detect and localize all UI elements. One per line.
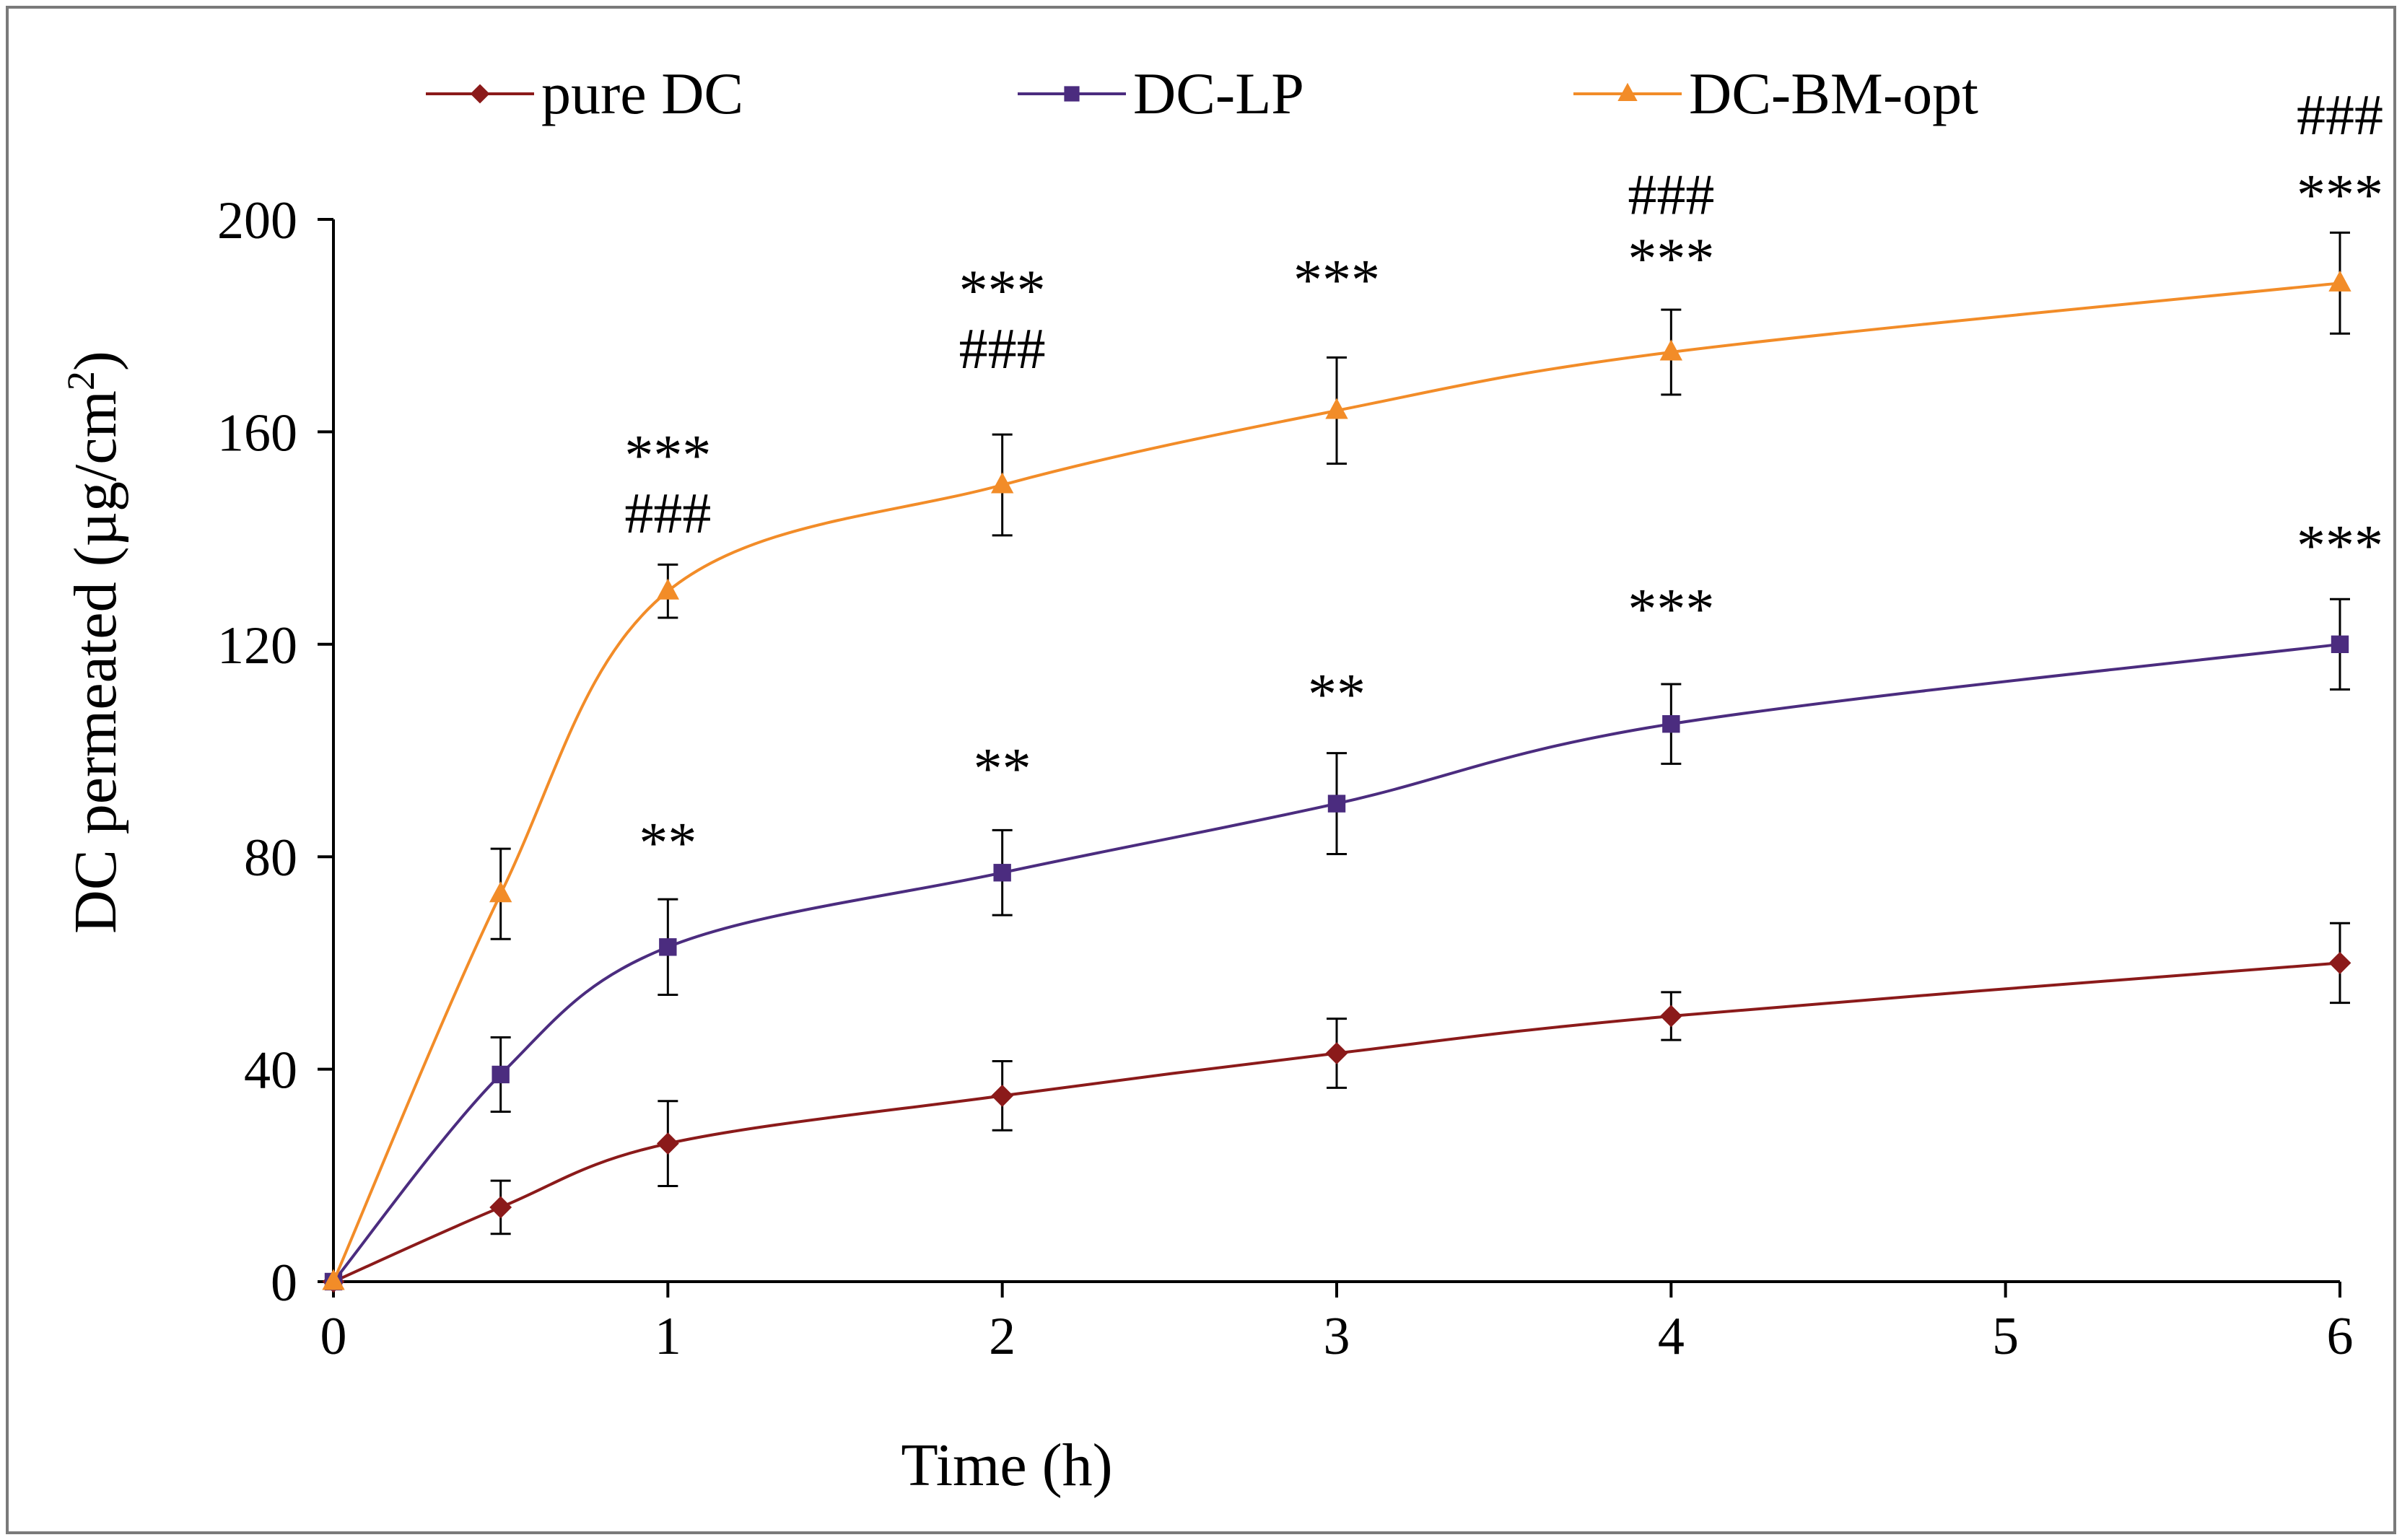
x-axis-label: Time (h) [901, 1432, 1112, 1499]
significance-label: ### [2297, 84, 2383, 147]
series-dc-bm-opt [322, 231, 2351, 1290]
data-point [656, 578, 680, 600]
x-tick-label: 2 [989, 1307, 1016, 1366]
legend-label: DC-BM-opt [1689, 61, 1978, 126]
significance-label: *** [2297, 164, 2383, 227]
significance-label: *** [1628, 227, 1714, 291]
data-point [2328, 270, 2351, 292]
legend-item: pure DC [426, 61, 743, 126]
legend-marker [470, 84, 490, 104]
data-point [1662, 715, 1680, 733]
legend-marker [1617, 82, 1638, 101]
y-tick-label: 120 [217, 616, 297, 675]
data-point [489, 881, 512, 903]
significance-label: *** [2297, 514, 2383, 577]
significance-label: *** [959, 259, 1046, 323]
legend-marker [1064, 86, 1080, 102]
y-tick-label: 0 [271, 1254, 297, 1313]
series-layer [322, 231, 2351, 1293]
significance-label: *** [624, 424, 711, 487]
x-tick-label: 5 [1992, 1307, 2019, 1366]
legend: pure DC DC-LP DC-BM-opt [426, 61, 1978, 126]
data-point [492, 1065, 510, 1084]
data-point [1327, 795, 1346, 813]
x-tick-label: 6 [2327, 1307, 2354, 1366]
legend-label: pure DC [541, 61, 743, 126]
significance-label: ** [639, 812, 696, 875]
data-point [1325, 1042, 1348, 1064]
significance-label: *** [1628, 578, 1714, 642]
significance-label: ### [959, 318, 1046, 381]
significance-label: ### [624, 482, 711, 546]
data-point [489, 1196, 512, 1219]
significance-label: ** [1308, 662, 1366, 726]
significance-label: *** [1293, 248, 1380, 312]
data-point [991, 1084, 1014, 1107]
legend-item: DC-LP [1018, 61, 1304, 126]
y-axis-label-main: DC permeated (µg/cm [62, 390, 129, 934]
data-point [1325, 398, 1348, 419]
y-tick-label: 80 [244, 828, 297, 888]
chart-frame [6, 6, 2396, 1534]
significance-label: ** [974, 738, 1031, 801]
legend-label: DC-LP [1133, 61, 1304, 126]
axes: 0 40 80 120 160 200 0 1 2 3 4 5 6 [217, 191, 2354, 1366]
y-tick-label: 200 [217, 191, 297, 250]
y-axis-label: DC permeated (µg/cm2) [59, 351, 129, 934]
series-line [332, 642, 2341, 1283]
series-line [333, 961, 2341, 1283]
legend-item: DC-BM-opt [1573, 61, 1978, 126]
x-tick-label: 3 [1324, 1307, 1350, 1366]
data-point [993, 864, 1011, 882]
x-tick-label: 1 [655, 1307, 681, 1366]
data-point [2331, 635, 2349, 653]
data-point [990, 472, 1014, 494]
y-tick-label: 160 [217, 403, 297, 463]
series-dc-lp [324, 598, 2350, 1291]
x-tick-label: 0 [320, 1307, 347, 1366]
x-tick-label: 4 [1658, 1307, 1685, 1366]
significance-label: ### [1628, 164, 1714, 227]
data-point [1659, 1005, 1682, 1028]
annotation-layer: ***###***###*** ***### ***###************ [624, 84, 2383, 875]
y-axis-label-sup: 2 [59, 371, 102, 390]
data-point [659, 938, 677, 956]
data-point [2328, 951, 2351, 974]
y-axis-label-close: ) [62, 351, 129, 371]
data-point [656, 1132, 679, 1155]
data-point [322, 1269, 345, 1290]
y-tick-label: 40 [244, 1041, 297, 1101]
data-point [1659, 339, 1683, 361]
